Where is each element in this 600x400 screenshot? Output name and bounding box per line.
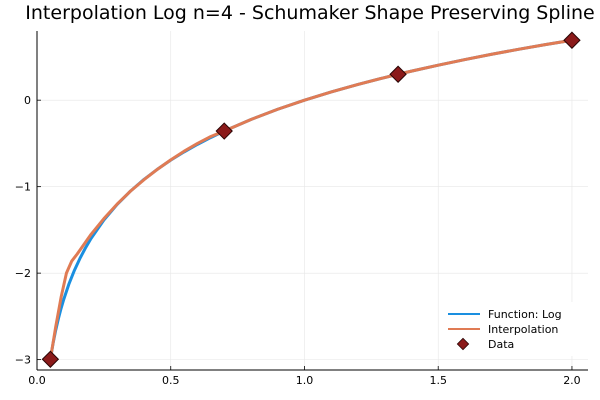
series-line-interpolation <box>48 38 574 361</box>
series-lines <box>48 38 574 361</box>
legend-swatch-data <box>456 337 470 351</box>
x-tick-label: 0.0 <box>28 374 46 387</box>
chart-title: Interpolation Log n=4 - Schumaker Shape … <box>25 2 594 24</box>
x-tick-label: 1.5 <box>429 374 447 387</box>
x-tick-label: 1.0 <box>296 374 314 387</box>
grid <box>36 31 588 370</box>
y-tick-label: −1 <box>15 181 31 194</box>
axes <box>36 31 588 371</box>
legend-label-function: Function: Log <box>488 308 562 321</box>
legend-label-data: Data <box>488 338 514 351</box>
x-tick-label: 0.5 <box>162 374 180 387</box>
legend-label-interpolation: Interpolation <box>488 323 558 336</box>
x-tick-label: 2.0 <box>563 374 581 387</box>
data-markers <box>41 31 581 368</box>
y-tick-label: −3 <box>15 354 31 367</box>
data-point <box>389 65 407 83</box>
data-point <box>563 31 581 49</box>
y-tick-label: 0 <box>24 94 31 107</box>
data-point <box>215 122 233 140</box>
data-point <box>41 350 60 368</box>
legend: Function: Log Interpolation Data <box>440 302 582 356</box>
y-tick-label: −2 <box>15 267 31 280</box>
tick-labels: 0.0 0.5 1.0 1.5 2.0 −3 −2 −1 0 <box>15 94 581 387</box>
